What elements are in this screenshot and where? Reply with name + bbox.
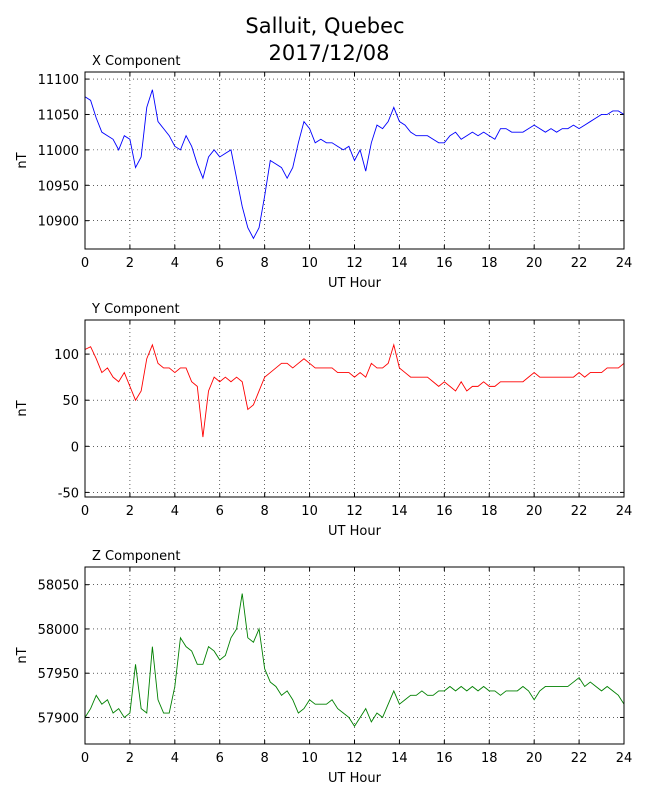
- x-tick-label: 0: [81, 256, 89, 271]
- y-tick-label: 50: [62, 394, 79, 409]
- x-tick-label: 10: [301, 751, 318, 766]
- subplot: 0 2 4 6 8 10 12 14 16 18 20 22 241090010950110001105…: [15, 54, 632, 291]
- axes-frame: [84, 319, 625, 498]
- x-tick-label: 24: [616, 504, 633, 519]
- plot-area: [85, 89, 624, 240]
- x-tick-label: 20: [526, 504, 543, 519]
- x-tick-label: 6: [216, 256, 224, 271]
- x-tick-label: 16: [436, 504, 453, 519]
- y-tick-label: 11000: [38, 144, 79, 159]
- x-tick-label: 16: [436, 256, 453, 271]
- y-tick-label: 57900: [38, 711, 79, 726]
- x-tick-label: 18: [481, 256, 498, 271]
- y-tick-label: -50: [58, 486, 79, 501]
- y-tick-label: 11100: [38, 73, 79, 88]
- x-tick-label: 12: [346, 504, 363, 519]
- subplot: 0 2 4 6 8 10 12 14 16 18 20 22 245790057950580005805…: [15, 549, 632, 786]
- y-tick-label: 57950: [38, 667, 79, 682]
- x-tick-label: 24: [616, 256, 633, 271]
- y-tick-label: 10950: [38, 179, 79, 194]
- y-tick-label: 0: [71, 440, 79, 455]
- x-tick-label: 8: [261, 751, 269, 766]
- axes-frame: [84, 566, 625, 745]
- data-line: [85, 593, 624, 728]
- y-tick-label: 10900: [38, 215, 79, 230]
- x-tick-label: 22: [571, 256, 588, 271]
- y-tick-label: 58000: [38, 623, 79, 638]
- x-tick-label: 14: [391, 504, 408, 519]
- y-tick-label: 11050: [38, 108, 79, 123]
- data-line: [85, 343, 624, 438]
- x-tick-label: 20: [526, 256, 543, 271]
- figure-title: Salluit, Quebec: [245, 14, 404, 38]
- x-tick-label: 12: [346, 751, 363, 766]
- x-tick-label: 8: [261, 256, 269, 271]
- subplot-title: Y Component: [91, 302, 180, 317]
- x-tick-label: 10: [301, 256, 318, 271]
- plot-area: [85, 593, 624, 728]
- x-tick-label: 4: [171, 751, 179, 766]
- y-axis-label: nT: [15, 152, 30, 168]
- x-tick-label: 4: [171, 256, 179, 271]
- x-tick-label: 0: [81, 504, 89, 519]
- x-tick-label: 16: [436, 751, 453, 766]
- y-tick-label: 58050: [38, 579, 79, 594]
- x-tick-label: 18: [481, 504, 498, 519]
- subplot-title: X Component: [92, 54, 181, 69]
- x-tick-label: 22: [571, 751, 588, 766]
- x-tick-label: 10: [301, 504, 318, 519]
- x-tick-label: 14: [391, 256, 408, 271]
- subplot-title: Z Component: [92, 549, 181, 564]
- x-tick-label: 22: [571, 504, 588, 519]
- data-line: [85, 89, 624, 240]
- x-tick-label: 2: [126, 504, 134, 519]
- plot-area: [85, 343, 624, 438]
- x-tick-label: 6: [216, 504, 224, 519]
- x-tick-label: 2: [126, 751, 134, 766]
- x-tick-label: 6: [216, 751, 224, 766]
- axes-frame: [84, 71, 625, 250]
- x-tick-label: 8: [261, 504, 269, 519]
- x-axis-label: UT Hour: [328, 771, 382, 786]
- y-axis-label: nT: [15, 400, 30, 416]
- x-tick-label: 24: [616, 751, 633, 766]
- x-axis-label: UT Hour: [328, 276, 382, 291]
- y-tick-label: 100: [54, 348, 79, 363]
- x-tick-label: 18: [481, 751, 498, 766]
- x-tick-label: 2: [126, 256, 134, 271]
- y-axis-label: nT: [15, 647, 30, 663]
- x-tick-label: 20: [526, 751, 543, 766]
- x-tick-label: 0: [81, 751, 89, 766]
- x-tick-label: 14: [391, 751, 408, 766]
- x-axis-label: UT Hour: [328, 524, 382, 539]
- x-tick-label: 4: [171, 504, 179, 519]
- x-tick-label: 12: [346, 256, 363, 271]
- figure-subtitle: 2017/12/08: [268, 41, 389, 65]
